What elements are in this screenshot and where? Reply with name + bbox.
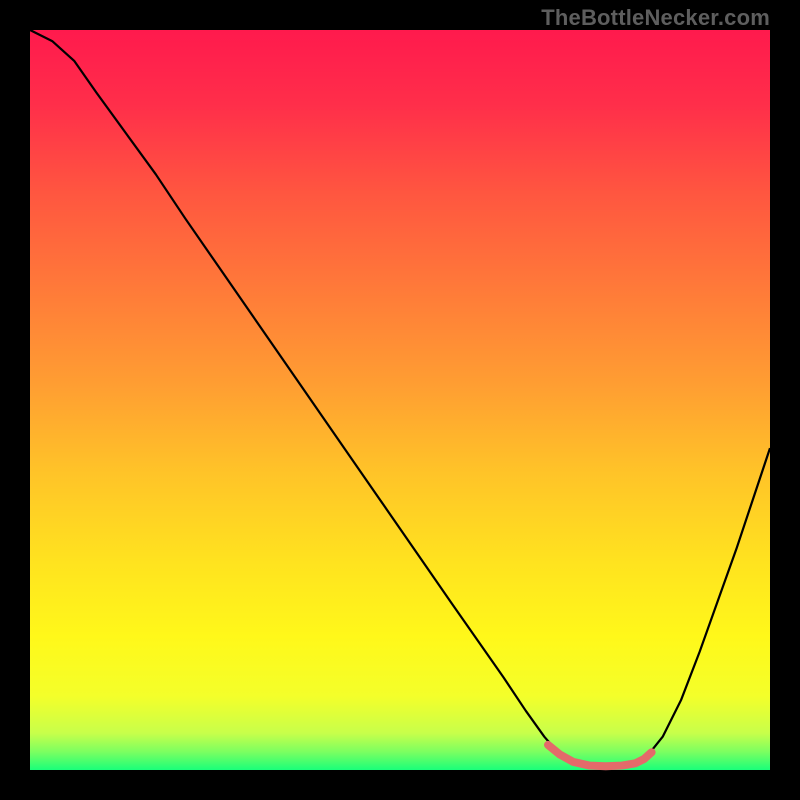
curve-layer <box>30 30 770 770</box>
bottleneck-highlight <box>548 745 652 766</box>
bottleneck-curve <box>30 30 770 767</box>
chart-frame: TheBottleNecker.com <box>0 0 800 800</box>
watermark-text: TheBottleNecker.com <box>541 5 770 31</box>
